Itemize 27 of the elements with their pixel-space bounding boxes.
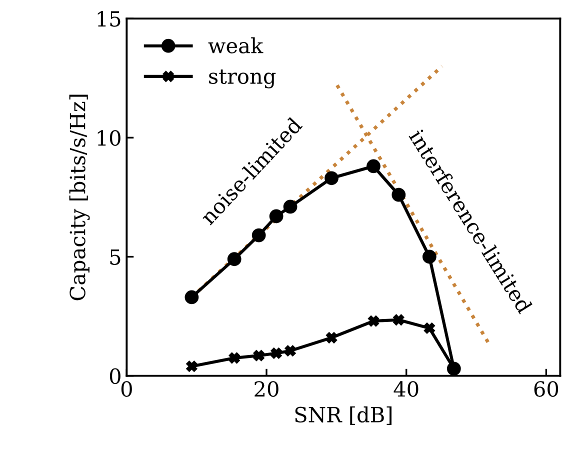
point — [424, 322, 435, 334]
point — [227, 252, 242, 266]
x-tick-label: 40 — [394, 381, 418, 397]
x-tick-label: 0 — [121, 381, 132, 397]
point — [324, 171, 338, 186]
point — [253, 350, 264, 362]
y-tick-label: 0 — [110, 368, 120, 384]
point — [392, 188, 406, 202]
point — [366, 159, 380, 174]
legend-label: weak — [208, 37, 264, 54]
y-axis-title: Capacity [bits/s/Hz] — [69, 94, 90, 300]
point — [326, 332, 338, 344]
point — [270, 348, 282, 359]
y-tick-label: 15 — [98, 11, 120, 27]
legend-label: strong — [209, 70, 276, 88]
point — [393, 314, 404, 326]
y-tick-label: 5 — [110, 249, 120, 265]
point — [368, 316, 380, 327]
x-tick-label: 20 — [254, 381, 278, 397]
x-tick-label: 60 — [534, 381, 558, 397]
point — [252, 228, 266, 242]
point — [284, 345, 296, 356]
x-axis-title: SNR [dB] — [295, 406, 392, 425]
point — [228, 352, 240, 364]
point — [184, 290, 199, 304]
y-tick-label: 10 — [98, 130, 120, 146]
point — [186, 360, 198, 372]
